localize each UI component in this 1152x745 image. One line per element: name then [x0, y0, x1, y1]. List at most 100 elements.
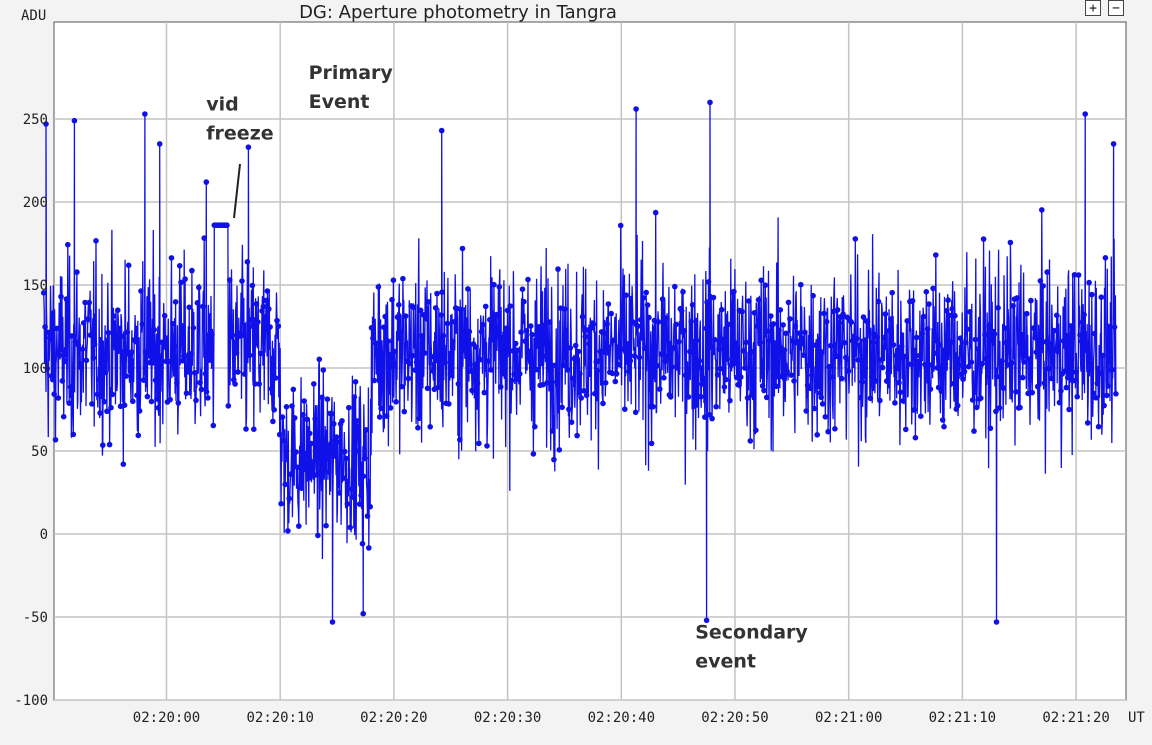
data-point — [340, 475, 347, 482]
data-point — [608, 310, 614, 317]
data-point — [442, 359, 448, 366]
data-point — [1048, 375, 1055, 382]
data-point — [883, 378, 890, 384]
data-point — [171, 343, 177, 349]
data-point — [1066, 406, 1072, 413]
data-point — [440, 332, 447, 339]
data-point — [1075, 272, 1082, 278]
data-point — [65, 241, 71, 248]
data-point — [317, 469, 324, 476]
data-point — [577, 370, 583, 377]
data-point — [696, 358, 703, 364]
data-point — [552, 362, 558, 369]
data-point — [700, 379, 707, 386]
data-point — [40, 290, 47, 296]
data-point — [762, 282, 769, 289]
data-point — [333, 434, 340, 440]
data-point — [187, 351, 194, 357]
data-point — [130, 398, 136, 405]
data-point — [596, 358, 602, 364]
data-point — [1036, 343, 1042, 350]
data-point — [496, 284, 503, 290]
data-point — [674, 357, 681, 363]
data-point — [44, 365, 51, 372]
data-point — [285, 528, 291, 534]
data-point — [549, 428, 556, 434]
annotations: vid freeze Primary Event Secondary event — [206, 62, 808, 672]
zoom-out-button[interactable]: − — [1108, 0, 1124, 16]
data-point — [578, 395, 584, 401]
data-point — [1098, 294, 1105, 301]
data-point — [523, 328, 530, 334]
data-point — [185, 369, 191, 375]
data-point — [669, 364, 675, 370]
data-point — [55, 395, 62, 401]
y-axis-label: ADU — [21, 8, 46, 24]
data-point — [290, 386, 297, 393]
data-point — [832, 426, 838, 432]
data-point — [354, 418, 360, 424]
data-point — [402, 313, 409, 319]
data-point — [1034, 383, 1041, 390]
data-point — [167, 396, 173, 403]
data-point — [134, 392, 140, 399]
data-point — [272, 375, 279, 381]
data-point — [560, 362, 567, 369]
data-point — [391, 348, 398, 355]
data-point — [308, 440, 314, 447]
data-point — [106, 441, 113, 448]
data-point — [808, 372, 815, 379]
x-axis-label: UT — [1128, 710, 1145, 726]
data-point — [601, 330, 608, 337]
data-point — [948, 339, 954, 346]
data-point — [983, 356, 990, 362]
data-point — [918, 413, 924, 420]
data-point — [705, 279, 712, 285]
data-point — [1099, 352, 1106, 359]
data-point — [312, 416, 319, 422]
data-point — [379, 352, 386, 358]
data-point — [980, 236, 987, 242]
data-point — [489, 336, 496, 343]
data-point — [444, 320, 451, 327]
data-point — [1006, 347, 1012, 354]
data-point — [1111, 324, 1118, 330]
data-point — [294, 464, 301, 471]
data-point — [128, 349, 135, 355]
data-point — [448, 372, 455, 379]
data-point — [1113, 391, 1119, 397]
data-point — [500, 342, 507, 349]
data-point — [1094, 380, 1101, 387]
data-point — [430, 368, 436, 374]
data-point — [960, 376, 966, 383]
data-point — [409, 352, 416, 359]
data-point — [47, 335, 53, 341]
data-point — [1087, 366, 1094, 373]
data-point — [924, 326, 931, 332]
zoom-in-button[interactable]: + — [1085, 0, 1101, 16]
data-point — [643, 289, 649, 296]
data-point — [989, 337, 995, 344]
data-point — [530, 451, 537, 457]
data-point — [617, 222, 624, 229]
data-point — [101, 398, 107, 405]
data-point — [476, 440, 482, 447]
data-point — [892, 400, 898, 406]
data-point — [898, 343, 905, 350]
data-point — [791, 378, 797, 384]
data-point — [343, 455, 349, 462]
data-point — [848, 319, 855, 326]
data-point — [518, 329, 524, 336]
y-tick-label: -50 — [23, 610, 48, 626]
data-point — [1056, 399, 1063, 406]
data-point — [843, 354, 849, 361]
data-point — [916, 352, 923, 359]
data-point — [993, 619, 1000, 625]
chart-title: DG: Aperture photometry in Tangra — [299, 2, 617, 23]
data-point — [1017, 404, 1023, 411]
data-point — [748, 392, 755, 398]
data-point — [203, 179, 210, 185]
data-point — [787, 316, 793, 322]
data-point — [472, 361, 478, 368]
data-point — [183, 390, 190, 397]
